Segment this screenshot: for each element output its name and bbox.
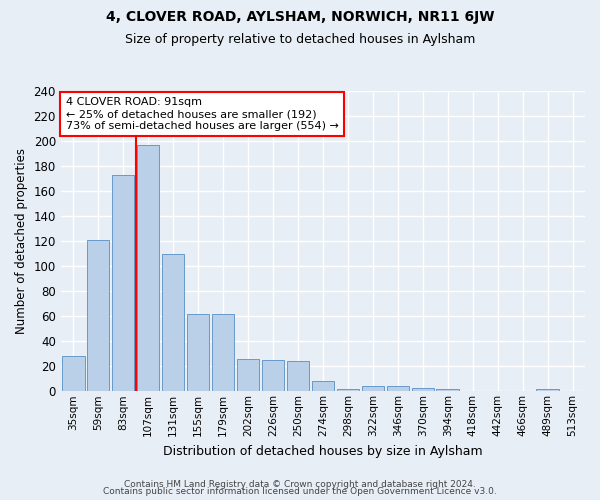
Text: 4 CLOVER ROAD: 91sqm
← 25% of detached houses are smaller (192)
73% of semi-deta: 4 CLOVER ROAD: 91sqm ← 25% of detached h… [66, 98, 339, 130]
Bar [536, 389, 559, 392]
X-axis label: Distribution of detached houses by size in Aylsham: Distribution of detached houses by size … [163, 444, 483, 458]
Bar [386, 386, 409, 392]
Bar [62, 356, 85, 392]
Text: 4, CLOVER ROAD, AYLSHAM, NORWICH, NR11 6JW: 4, CLOVER ROAD, AYLSHAM, NORWICH, NR11 6… [106, 10, 494, 24]
Bar [112, 175, 134, 392]
Bar [362, 386, 384, 392]
Text: Contains HM Land Registry data © Crown copyright and database right 2024.: Contains HM Land Registry data © Crown c… [124, 480, 476, 489]
Bar [162, 254, 184, 392]
Bar [187, 314, 209, 392]
Text: Contains public sector information licensed under the Open Government Licence v3: Contains public sector information licen… [103, 488, 497, 496]
Bar [311, 382, 334, 392]
Bar [212, 314, 234, 392]
Bar [337, 389, 359, 392]
Bar [137, 145, 160, 392]
Bar [262, 360, 284, 392]
Text: Size of property relative to detached houses in Aylsham: Size of property relative to detached ho… [125, 32, 475, 46]
Y-axis label: Number of detached properties: Number of detached properties [15, 148, 28, 334]
Bar [287, 362, 309, 392]
Bar [87, 240, 109, 392]
Bar [237, 359, 259, 392]
Bar [412, 388, 434, 392]
Bar [436, 389, 459, 392]
